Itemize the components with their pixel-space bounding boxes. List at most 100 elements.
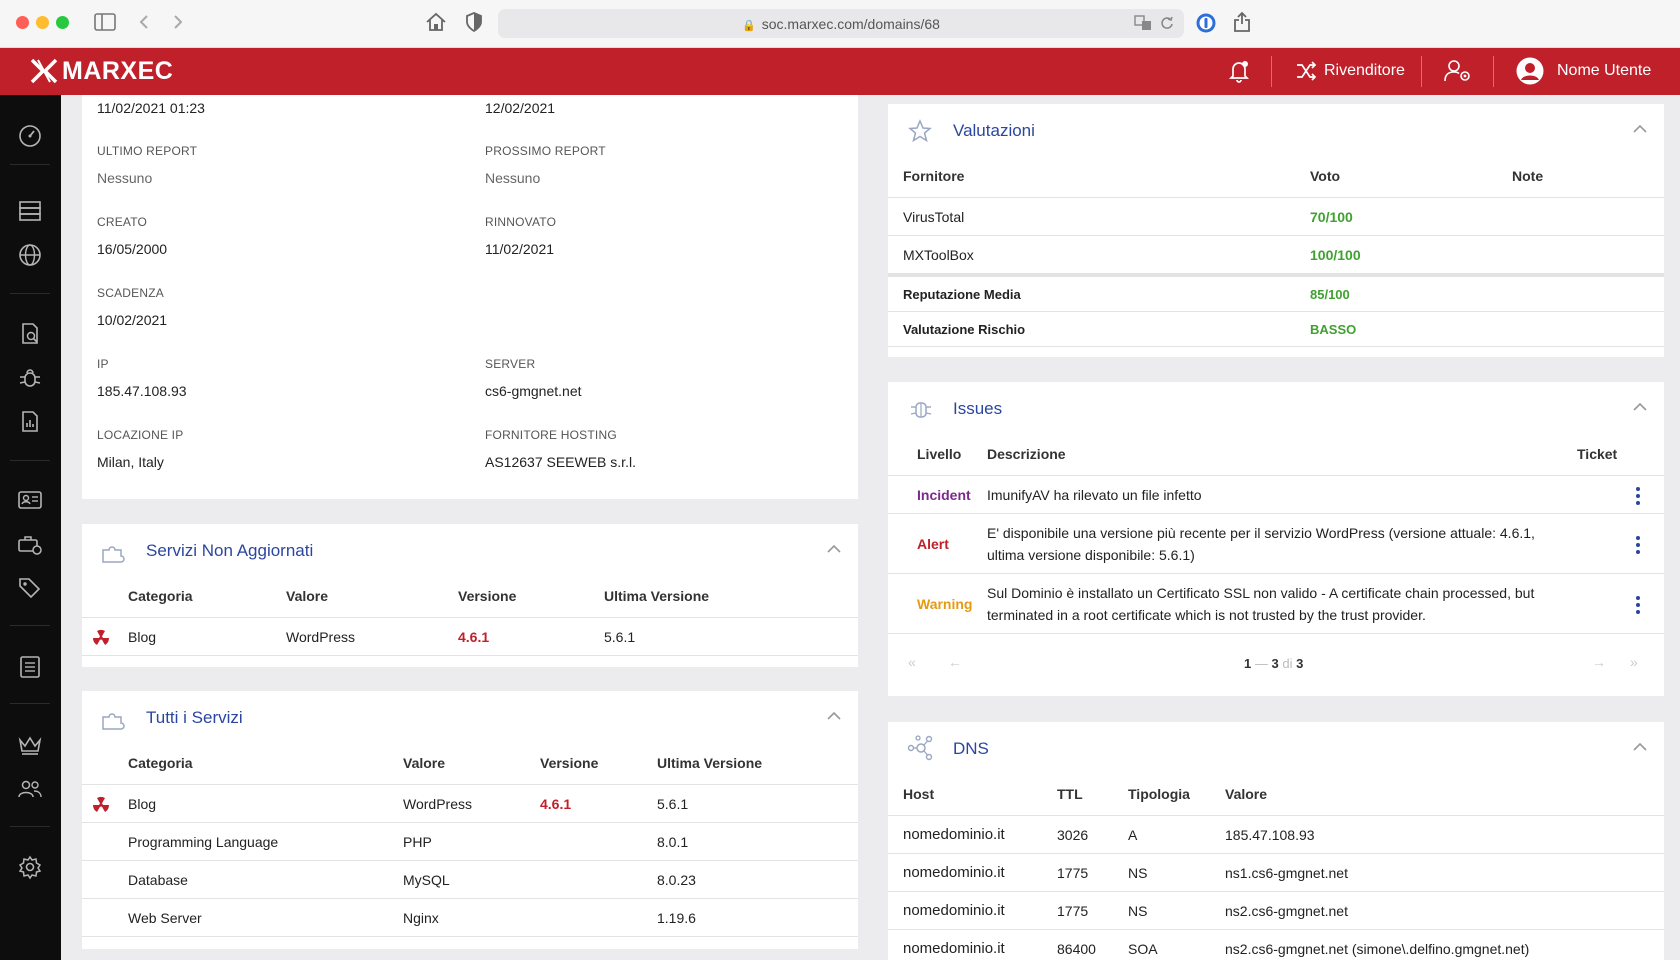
maximize-window-button[interactable] — [56, 16, 69, 29]
share-icon[interactable] — [1233, 11, 1251, 33]
summary-divider — [888, 273, 1664, 277]
column-header[interactable]: Valore — [286, 588, 329, 604]
home-icon[interactable] — [425, 12, 447, 32]
checklist-icon[interactable] — [17, 654, 43, 680]
address-bar[interactable]: 🔒 soc.marxec.com/domains/68 — [498, 9, 1184, 38]
cell-host: nomedominio.it — [903, 940, 1005, 957]
table-divider — [82, 898, 858, 899]
last-page-icon[interactable]: » — [1630, 654, 1638, 670]
crown-icon[interactable] — [17, 732, 43, 758]
users-icon[interactable] — [17, 776, 43, 802]
more-options-icon[interactable] — [1636, 596, 1640, 617]
collapse-chevron-icon[interactable] — [826, 711, 842, 721]
sidebar-divider — [10, 625, 50, 626]
table-divider — [888, 513, 1664, 514]
dns-card: DNS Host TTL Tipologia Valore nomedomini… — [888, 722, 1664, 960]
network-icon — [907, 735, 935, 761]
collapse-chevron-icon[interactable] — [1632, 742, 1648, 752]
bug-icon — [908, 397, 934, 421]
minimize-window-button[interactable] — [36, 16, 49, 29]
forward-icon[interactable] — [172, 14, 184, 30]
cell-tipologia: NS — [1128, 903, 1148, 919]
cell-ultima-versione: 1.19.6 — [657, 910, 696, 926]
column-header[interactable]: Note — [1512, 168, 1544, 184]
avatar[interactable] — [1516, 57, 1544, 85]
column-header[interactable]: TTL — [1057, 786, 1083, 802]
column-header[interactable]: Descrizione — [987, 446, 1066, 462]
close-window-button[interactable] — [16, 16, 29, 29]
sidebar-divider — [10, 826, 50, 827]
bug-icon[interactable] — [17, 365, 43, 391]
user-name[interactable]: Nome Utente — [1557, 62, 1652, 79]
issue-level-warning: Warning — [917, 596, 973, 612]
user-settings-icon[interactable] — [1444, 59, 1472, 83]
more-options-icon[interactable] — [1636, 536, 1640, 557]
app-header: MARXEC Rivenditore Nome Utente — [0, 48, 1680, 95]
column-header[interactable]: Ticket — [1577, 446, 1618, 462]
column-header[interactable]: Valore — [1225, 786, 1268, 802]
outdated-services-card: Servizi Non Aggiornati Categoria Valore … — [82, 524, 858, 667]
sidebar-toggle-icon[interactable] — [94, 13, 116, 31]
column-header[interactable]: Tipologia — [1128, 786, 1190, 802]
dashboard-icon[interactable] — [17, 123, 43, 149]
column-header[interactable]: Voto — [1310, 168, 1341, 184]
pagination-label: 1 — 3 di 3 — [1244, 656, 1304, 671]
domain-details-card: 11/02/2021 01:23 12/02/2021 ULTIMO REPOR… — [82, 95, 858, 499]
column-header[interactable]: Livello — [917, 446, 962, 462]
cell-valore: Nginx — [403, 910, 439, 926]
column-header[interactable]: Categoria — [128, 755, 193, 771]
column-header[interactable]: Valore — [403, 755, 446, 771]
column-header[interactable]: Fornitore — [903, 168, 965, 184]
settings-icon[interactable] — [17, 854, 43, 880]
column-header[interactable]: Ultima Versione — [604, 588, 710, 604]
table-divider — [82, 936, 858, 937]
tags-icon[interactable] — [17, 575, 43, 601]
valutazione-rischio-label: Valutazione Rischio — [903, 322, 1026, 337]
cell-versione: 4.6.1 — [540, 796, 572, 812]
cell-tipologia: NS — [1128, 865, 1148, 881]
collapse-chevron-icon[interactable] — [1632, 402, 1648, 412]
issue-description: Sul Dominio è installato un Certificato … — [987, 585, 1535, 601]
cell-versione: 4.6.1 — [458, 629, 490, 645]
radiation-warning-icon — [92, 629, 110, 647]
table-divider — [888, 891, 1664, 892]
prev-page-icon[interactable]: ← — [948, 654, 962, 670]
servers-icon[interactable] — [17, 198, 43, 224]
column-header[interactable]: Versione — [540, 755, 599, 771]
column-header[interactable]: Host — [903, 786, 935, 802]
table-divider — [888, 475, 1664, 476]
back-icon[interactable] — [138, 14, 150, 30]
all-services-card: Tutti i Servizi Categoria Valore Version… — [82, 691, 858, 949]
column-header[interactable]: Ultima Versione — [657, 755, 763, 771]
notifications-bell-icon[interactable] — [1228, 59, 1250, 83]
brand-logo[interactable]: MARXEC — [30, 56, 173, 86]
toolbox-icon[interactable] — [17, 531, 43, 557]
column-header[interactable]: Versione — [458, 588, 517, 604]
issue-description: ultima versione disponibile: 5.6.1) — [987, 547, 1195, 563]
password-manager-icon[interactable] — [1195, 12, 1217, 34]
globe-icon[interactable] — [17, 242, 43, 268]
cell-valore: WordPress — [403, 796, 472, 812]
detail-top-right-value: 12/02/2021 — [485, 100, 556, 116]
header-divider — [1271, 56, 1272, 87]
document-search-icon[interactable] — [17, 321, 43, 347]
privacy-shield-icon[interactable] — [466, 12, 482, 32]
reload-icon[interactable] — [1160, 15, 1174, 31]
header-divider — [1421, 56, 1422, 87]
valutazione-rischio-value: BASSO — [1310, 322, 1357, 337]
cell-ultima-versione: 8.0.23 — [657, 872, 696, 888]
column-header[interactable]: Categoria — [128, 588, 193, 604]
shuffle-icon[interactable] — [1295, 60, 1317, 82]
next-page-icon[interactable]: → — [1592, 654, 1606, 670]
first-page-icon[interactable]: « — [908, 654, 916, 670]
reseller-link[interactable]: Rivenditore — [1324, 62, 1405, 79]
collapse-chevron-icon[interactable] — [1632, 124, 1648, 134]
cell-categoria: Blog — [128, 796, 157, 812]
cell-host: nomedominio.it — [903, 864, 1005, 881]
cell-tipologia: A — [1128, 827, 1138, 843]
collapse-chevron-icon[interactable] — [826, 544, 842, 554]
translate-icon[interactable] — [1134, 15, 1152, 31]
report-icon[interactable] — [17, 409, 43, 435]
more-options-icon[interactable] — [1636, 487, 1640, 508]
contact-card-icon[interactable] — [17, 487, 43, 513]
